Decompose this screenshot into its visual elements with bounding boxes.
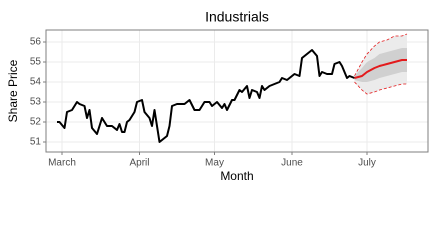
chart-title: Industrials xyxy=(205,9,269,25)
x-tick-label: May xyxy=(205,158,224,169)
x-tick-label: April xyxy=(129,158,149,169)
y-tick-label: 53 xyxy=(30,97,42,108)
interval-lower xyxy=(354,81,407,95)
y-axis-label: Share Price xyxy=(6,59,20,122)
series-line xyxy=(57,49,355,143)
x-tick-label: June xyxy=(281,158,303,169)
y-tick-label: 56 xyxy=(30,37,42,48)
y-tick-label: 54 xyxy=(30,77,42,88)
chart: Industrials Month Share Price 51 52 53 54 55… xyxy=(6,9,429,183)
plot-border xyxy=(45,29,429,153)
interval-upper xyxy=(354,33,408,77)
series-line xyxy=(354,59,407,79)
x-tick-label: July xyxy=(358,158,376,169)
x-tick-label: March xyxy=(48,158,76,169)
page: Industrials Month Share Price 51 52 53 54 55… xyxy=(6,8,429,184)
y-tick-label: 51 xyxy=(30,137,42,148)
y-tick-label: 55 xyxy=(30,57,42,68)
x-axis-label: Month xyxy=(220,169,253,183)
y-tick-label: 52 xyxy=(30,117,42,128)
